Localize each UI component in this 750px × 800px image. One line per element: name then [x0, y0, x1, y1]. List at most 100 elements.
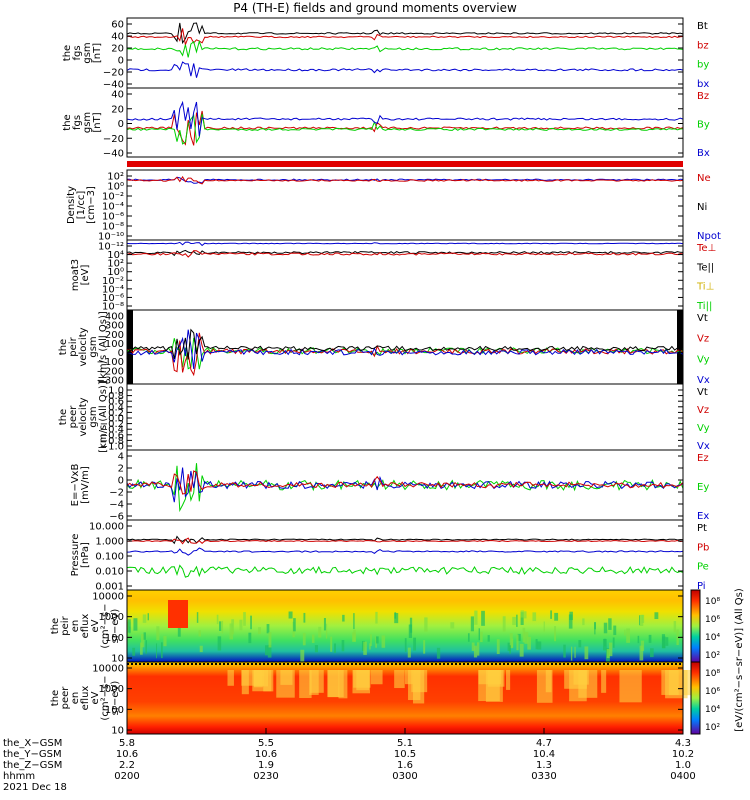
ion-spectrogram-patch	[665, 637, 669, 646]
y-tick-label: −40	[103, 80, 124, 91]
ion-spectrogram-patch	[524, 611, 527, 619]
y-tick-label: 4	[118, 452, 124, 463]
colorbar-tick-label: 10⁸	[705, 597, 720, 607]
electron-spectrogram-patch	[601, 670, 607, 693]
ion-spectrogram-patch	[603, 622, 608, 634]
y-axis-label: (cm²−s−	[100, 675, 111, 720]
legend-Pe: Pe	[697, 562, 709, 573]
colorbar-tick-label: 10⁶	[705, 615, 720, 625]
y-axis-label: sr−eV)	[110, 681, 121, 716]
ion-spectrogram-patch	[648, 634, 652, 643]
series-line-Te-perp	[126, 250, 684, 258]
series-line-Bt	[126, 22, 684, 45]
y-tick-label: 40	[111, 90, 124, 101]
series-line-Pb	[126, 537, 684, 545]
series-line-By	[126, 113, 684, 145]
panel-frame-vpeir	[126, 309, 684, 385]
y-tick-label: 300	[105, 321, 124, 332]
electron-spectrogram-patch	[227, 670, 234, 686]
series-line-Te-par	[126, 249, 684, 257]
ion-spectrogram-patch	[127, 619, 131, 633]
ion-spectrogram-patch	[266, 624, 270, 634]
ion-spectrogram-patch	[370, 634, 372, 647]
legend-Ti||: Ti||	[696, 301, 712, 312]
y-tick-label: 0.001	[95, 582, 124, 593]
legend-Pt: Pt	[697, 523, 707, 534]
x-axis-row-label: the_Y−GSM	[3, 749, 62, 760]
ion-spectrogram-patch	[516, 614, 518, 627]
ion-spectrogram-patch	[302, 632, 306, 646]
electron-spectrogram-patch	[487, 670, 505, 687]
series-line-Pt	[126, 535, 683, 545]
ion-spectrogram-patch	[517, 633, 521, 641]
ion-spectrogram-patch	[661, 634, 666, 649]
y-tick-label: 10⁻⁸	[102, 222, 124, 233]
ion-spectrogram-patch	[369, 643, 371, 650]
ion-spectrogram-patch	[221, 620, 224, 634]
ion-spectrogram-patch	[407, 647, 411, 658]
ion-spectrogram-patch	[676, 629, 679, 646]
x-axis-row-label: hhmm	[3, 771, 36, 782]
y-tick-label: 20	[111, 104, 124, 115]
ion-spectrogram-patch	[626, 628, 631, 643]
ion-spectrogram-patch	[133, 618, 138, 631]
electron-spectrogram-patch	[310, 670, 324, 693]
ion-spectrogram-patch	[522, 627, 526, 643]
ion-spectrogram-patch	[527, 636, 531, 650]
series-line-Pe	[126, 564, 684, 578]
ion-spectrogram-patch	[524, 631, 529, 644]
y-tick-label: 0.0	[108, 414, 124, 425]
ion-spectrogram-patch	[161, 642, 163, 659]
x-axis-value-t: 0330	[531, 771, 557, 782]
y-axis-label: the	[62, 114, 73, 130]
ion-spectrogram-patch	[408, 624, 413, 639]
legend-bz: bz	[697, 40, 709, 51]
y-axis-label: the	[62, 45, 73, 61]
ion-spectrogram-patch	[129, 626, 131, 634]
y-tick-label: 0.010	[95, 567, 124, 578]
y-axis-label: moat3	[70, 259, 81, 291]
ion-spectrogram-patch	[516, 634, 519, 651]
electron-spectrogram-patch	[370, 670, 383, 685]
ion-spectrogram-patch	[476, 642, 480, 656]
ion-spectrogram-patch	[375, 636, 379, 644]
y-tick-label: 40	[111, 32, 124, 43]
y-tick-label: 10⁰	[107, 182, 124, 193]
ion-spectrogram-patch	[673, 621, 677, 633]
y-tick-label: −6	[109, 512, 124, 523]
ion-spectrogram-patch	[612, 637, 615, 648]
y-axis-label: gsm	[88, 336, 99, 357]
ion-spectrogram-patch	[606, 649, 610, 659]
y-axis-label: [nT]	[92, 43, 103, 63]
ion-spectrogram-patch	[543, 621, 545, 632]
ion-spectrogram-patch	[639, 615, 641, 626]
ion-spectrogram-patch	[394, 613, 399, 624]
y-axis-label: gsm	[82, 112, 93, 133]
ion-spectrogram-patch	[474, 610, 478, 625]
ion-spectrogram-patch	[132, 647, 136, 656]
ion-spectrogram-patch	[219, 621, 222, 631]
x-axis-value-t: 0230	[253, 771, 279, 782]
legend-Vt: Vt	[697, 313, 708, 324]
ion-spectrogram-patch	[323, 618, 326, 631]
y-tick-label: 400	[105, 312, 124, 323]
ion-spectrogram-patch	[363, 641, 367, 655]
legend-Vx: Vx	[697, 441, 710, 452]
ion-spectrogram-patch	[413, 637, 417, 651]
y-axis-label: sr−eV)	[110, 609, 121, 644]
colorbar	[690, 589, 701, 663]
legend-Te||: Te||	[696, 262, 714, 273]
ion-spectrogram-patch	[300, 649, 305, 663]
ion-spectrogram-patch	[196, 612, 199, 623]
ion-spectrogram-patch	[423, 640, 426, 654]
ion-spectrogram-patch	[570, 646, 573, 661]
electron-spectrogram-patch	[404, 670, 413, 685]
y-tick-label: 10⁻¹²	[98, 242, 124, 253]
y-tick-label: 10000	[92, 664, 124, 675]
electron-spectrogram-patch	[276, 670, 295, 698]
y-axis-label: velocity	[78, 327, 89, 366]
ion-spectrogram-patch	[470, 616, 474, 632]
y-tick-label: 10⁻⁴	[102, 284, 124, 295]
series-line-Ey	[126, 463, 684, 513]
ion-spectrogram-patch	[481, 610, 485, 626]
